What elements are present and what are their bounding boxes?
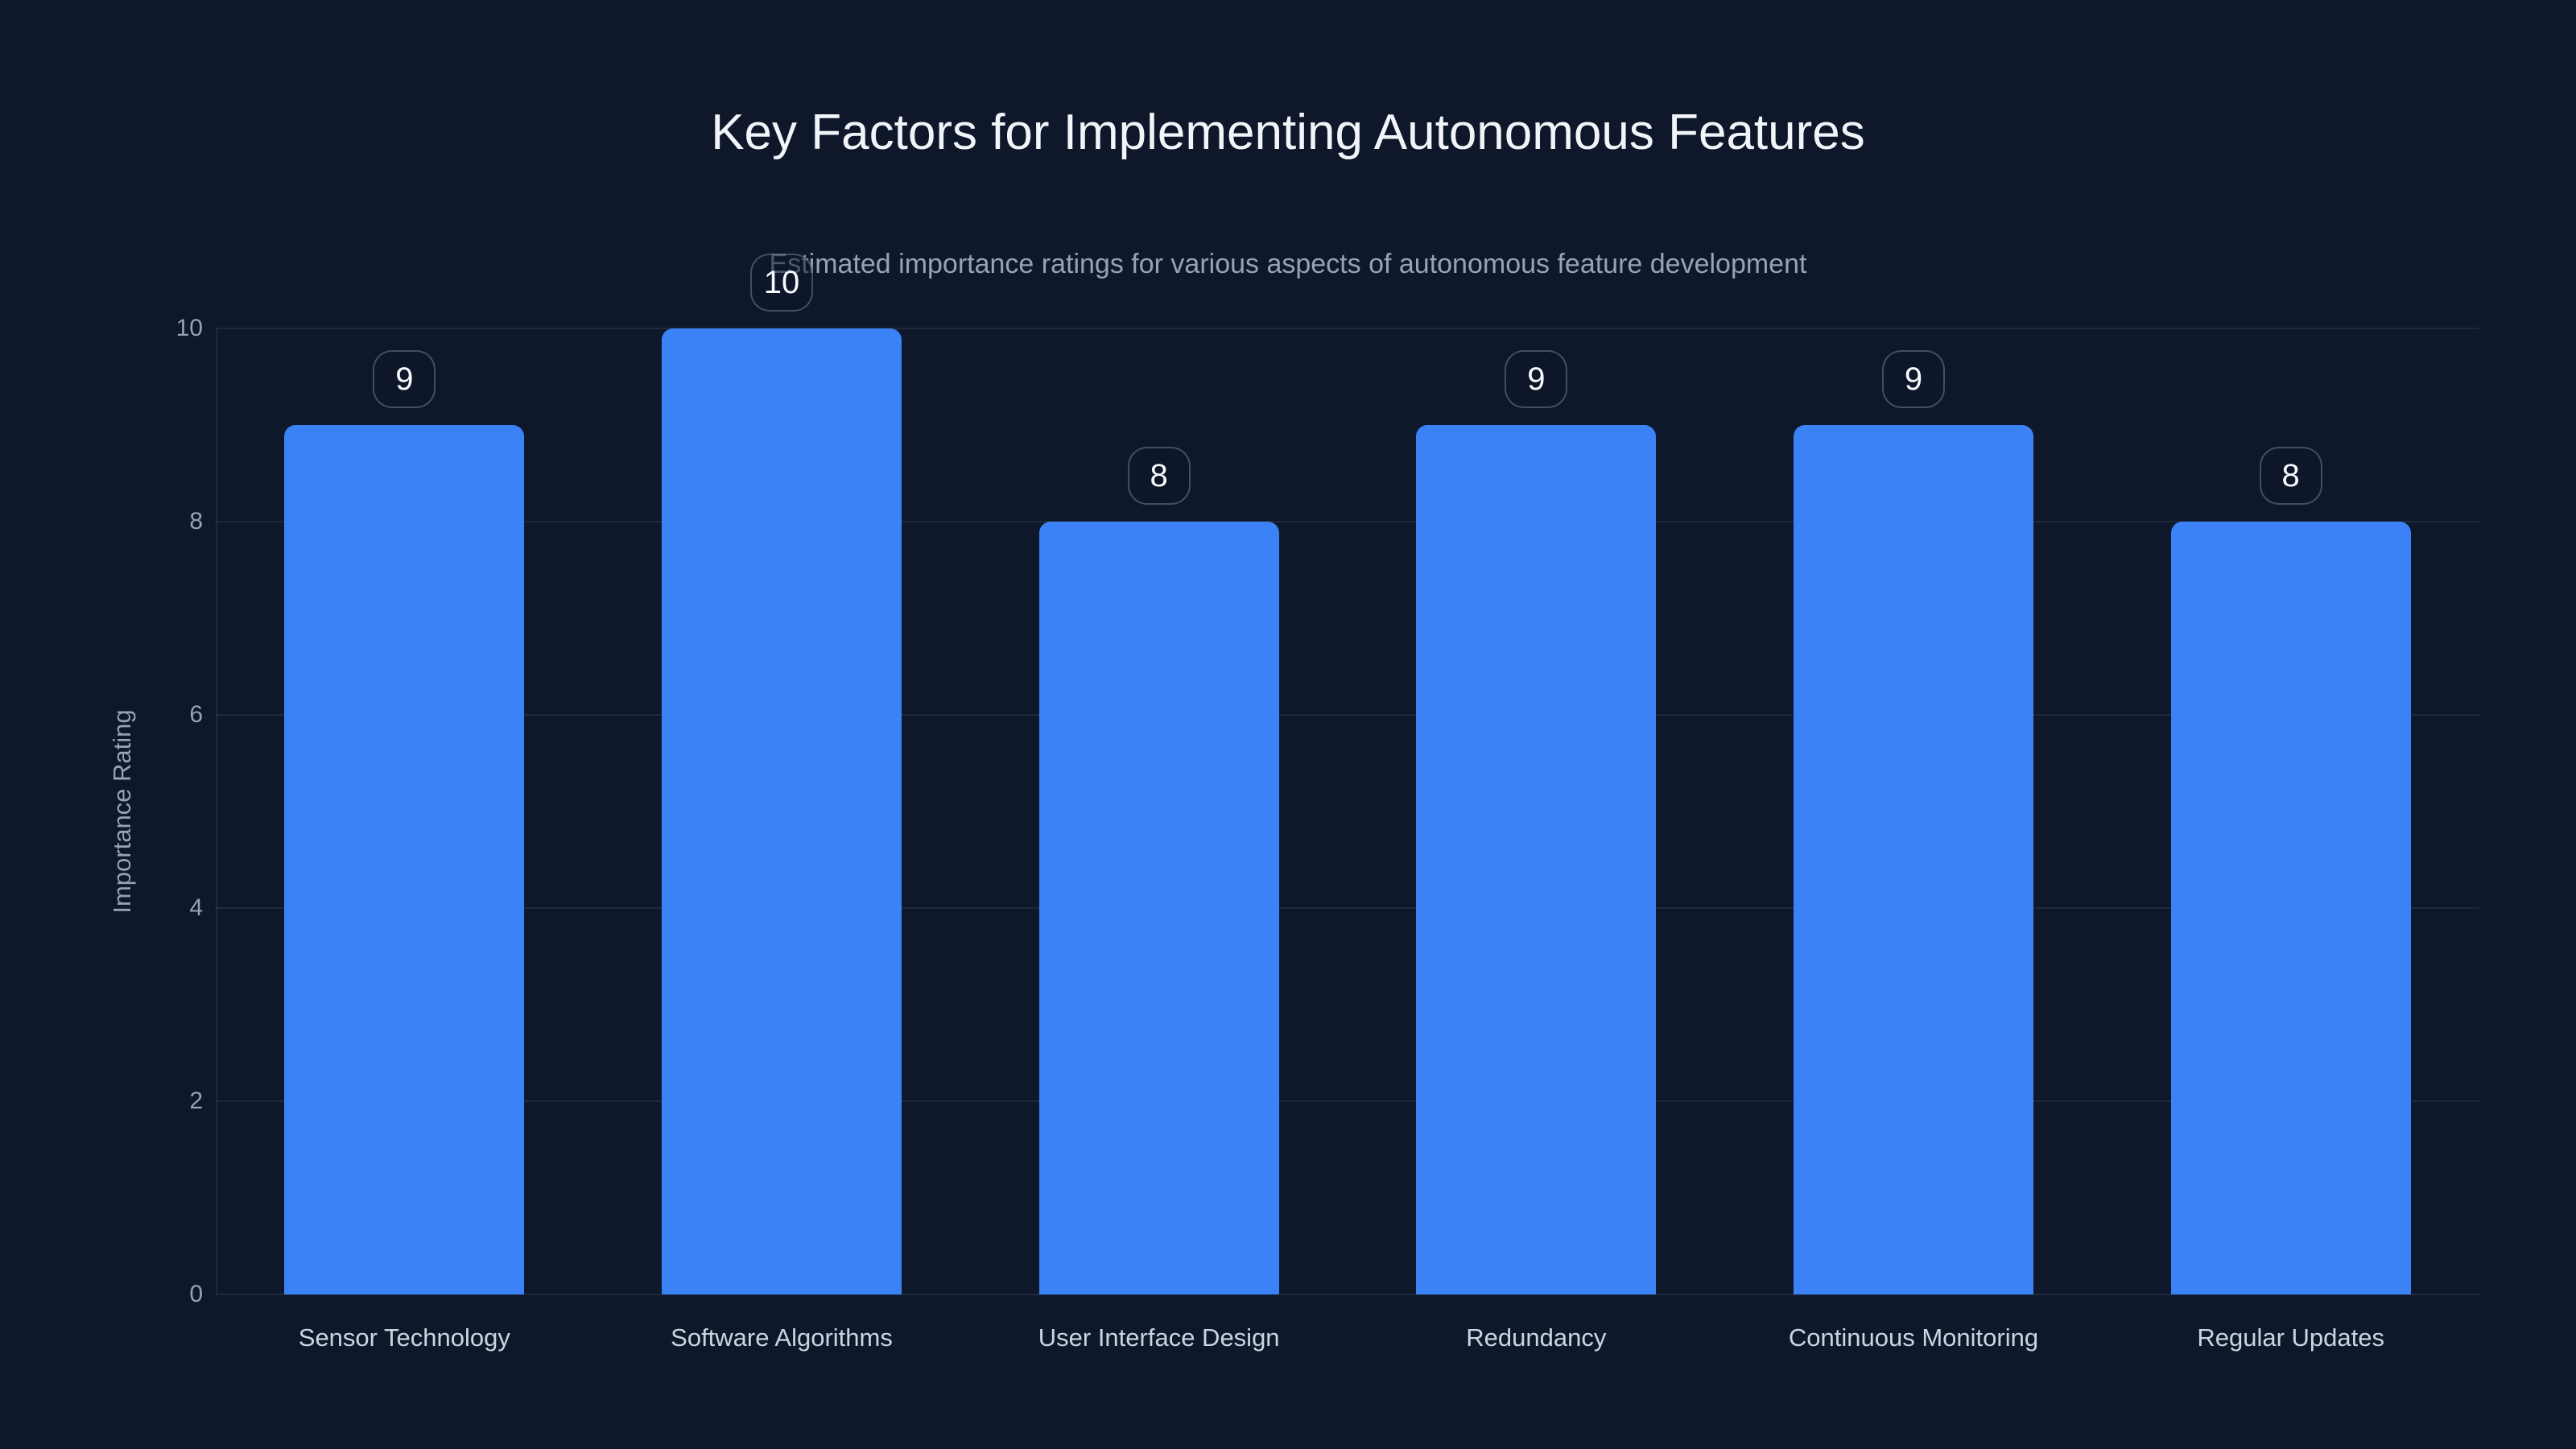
gridline — [216, 521, 2479, 522]
bar[interactable] — [1794, 425, 2033, 1294]
bar[interactable] — [1416, 425, 1657, 1294]
x-axis-label: Redundancy — [1466, 1323, 1607, 1352]
y-axis-line — [216, 328, 217, 1294]
chart-title: Key Factors for Implementing Autonomous … — [711, 105, 1865, 160]
y-tick-label: 6 — [189, 701, 203, 728]
gridline — [216, 1100, 2479, 1102]
gridline — [216, 714, 2479, 716]
gridline — [216, 1294, 2479, 1295]
y-tick-label: 0 — [189, 1281, 203, 1307]
value-badge: 9 — [1505, 350, 1568, 408]
bar[interactable] — [662, 328, 902, 1294]
value-badge: 9 — [373, 350, 436, 408]
bar[interactable] — [284, 425, 525, 1294]
x-axis-label: Software Algorithms — [671, 1323, 893, 1352]
bar[interactable] — [2170, 522, 2411, 1294]
y-axis-title: Importance Rating — [108, 709, 136, 914]
x-axis-label: User Interface Design — [1038, 1323, 1280, 1352]
value-badge: 9 — [1882, 350, 1945, 408]
x-axis-label: Regular Updates — [2197, 1323, 2384, 1352]
x-axis-label: Sensor Technology — [298, 1323, 510, 1352]
y-tick-label: 10 — [175, 315, 203, 341]
gridline — [216, 907, 2479, 909]
x-axis-label: Continuous Monitoring — [1788, 1323, 2039, 1352]
y-tick-label: 4 — [189, 894, 203, 921]
y-tick-label: 8 — [189, 508, 203, 535]
value-badge: 10 — [750, 254, 813, 312]
value-badge: 8 — [2259, 447, 2322, 505]
y-tick-label: 2 — [189, 1088, 203, 1114]
value-badge: 8 — [1127, 447, 1191, 505]
bar[interactable] — [1038, 522, 1279, 1294]
gridline — [216, 328, 2479, 329]
chart-subtitle: Estimated importance ratings for various… — [769, 249, 1807, 279]
